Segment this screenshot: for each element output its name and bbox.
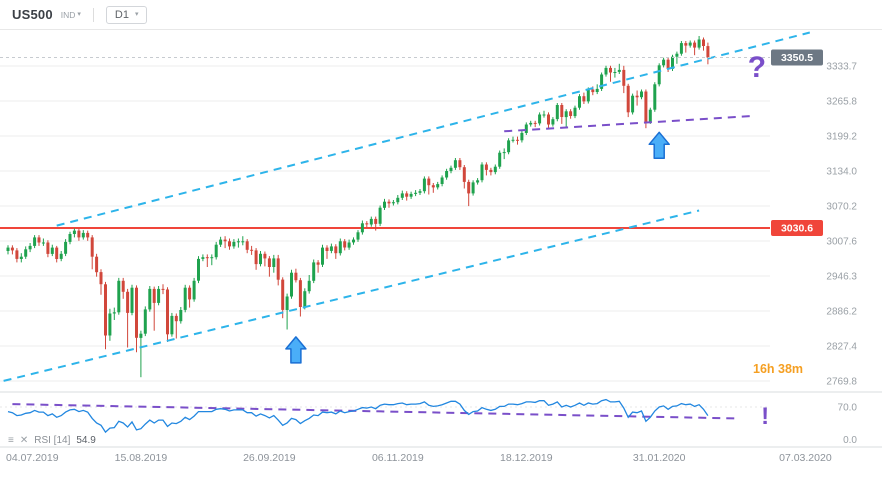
candle-countdown-timer: 16h 38m: [753, 362, 804, 376]
symbol-label[interactable]: US500: [12, 7, 53, 22]
time-axis-label: 06.11.2019: [372, 452, 424, 464]
candles-layer: [6, 36, 710, 378]
rsi-indicator-label-row: ≡ ✕ RSI [14] 54.9: [8, 435, 96, 446]
rsi-divergence-trendline[interactable]: [12, 403, 735, 420]
indicator-close-icon[interactable]: ✕: [19, 435, 29, 446]
chevron-down-icon: ▾: [134, 11, 139, 18]
instrument-type-selector[interactable]: IND ▾: [61, 10, 81, 20]
indicator-name: RSI [14]: [34, 435, 71, 446]
svg-text:3030.6: 3030.6: [781, 223, 813, 235]
chart-toolbar: US500 IND ▾ D1 ▾: [0, 0, 882, 30]
svg-text:3350.5: 3350.5: [781, 52, 813, 64]
ascending-channel-upper[interactable]: [56, 31, 811, 227]
price-axis-label: 2769.8: [826, 377, 857, 388]
level-price-badge: 3030.6: [771, 220, 823, 237]
indicator-value: 54.9: [76, 435, 96, 446]
rsi-line: [7, 398, 709, 434]
instrument-type-label: IND: [60, 9, 76, 20]
timeframe-dropdown[interactable]: D1 ▾: [105, 5, 148, 24]
indicator-menu-icon[interactable]: ≡: [8, 435, 14, 446]
ascending-channel-lower[interactable]: [3, 209, 700, 382]
time-axis-label: 31.01.2020: [633, 452, 686, 464]
chevron-down-icon: ▾: [77, 11, 81, 18]
rsi-axis-label: 0.0: [843, 435, 857, 446]
minor-support-trendline[interactable]: [504, 115, 753, 133]
price-axis-label: 3265.8: [826, 97, 857, 108]
time-axis-label: 18.12.2019: [500, 452, 553, 464]
up-arrow-marker[interactable]: [285, 336, 307, 364]
price-axis-label: 3007.6: [826, 237, 857, 248]
price-axis-label: 3134.0: [826, 167, 857, 178]
rsi-axis-label: 70.0: [838, 403, 858, 414]
time-axis-label: 07.03.2020: [779, 452, 832, 464]
time-axis-label: 04.07.2019: [6, 452, 59, 464]
current-price-badge: 3350.5: [771, 49, 823, 66]
price-axis-label: 3199.2: [826, 132, 857, 143]
price-axis-label: 2946.3: [826, 272, 857, 283]
price-axis-label: 3333.7: [826, 62, 857, 73]
toolbar-divider: [92, 7, 94, 22]
time-axis-label: 26.09.2019: [243, 452, 296, 464]
grid-layer: 3333.7 3265.8 3199.2 3134.0 3070.2 3007.6 2946…: [0, 62, 882, 464]
annotation-question-mark[interactable]: ?: [748, 51, 766, 84]
price-axis-label: 2827.4: [826, 342, 857, 353]
price-chart: 3333.7 3265.8 3199.2 3134.0 3070.2 3007.6 2946…: [0, 31, 882, 464]
price-axis-label: 3070.2: [826, 202, 857, 213]
annotation-exclamation-mark[interactable]: !: [761, 403, 769, 430]
timeframe-label: D1: [114, 8, 129, 21]
price-axis-label: 2886.2: [826, 307, 857, 318]
time-axis-label: 15.08.2019: [115, 452, 168, 464]
up-arrow-marker[interactable]: [648, 131, 670, 160]
